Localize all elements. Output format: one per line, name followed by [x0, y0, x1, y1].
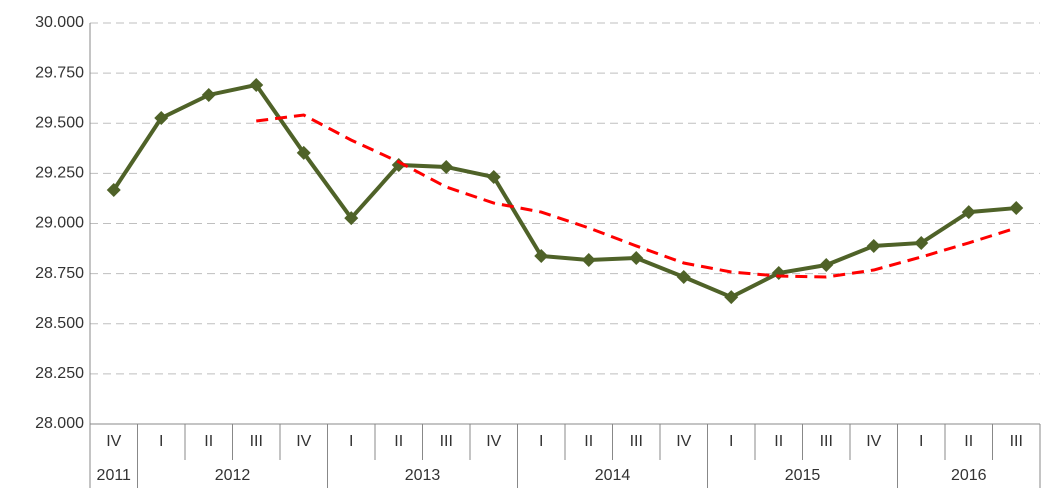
- data-point: [676, 270, 691, 285]
- x-tick-label: II: [584, 433, 593, 450]
- data-point: [581, 252, 596, 267]
- year-label: 2016: [951, 467, 987, 484]
- y-tick-label: 29.000: [35, 215, 84, 232]
- y-tick-label: 29.250: [35, 165, 84, 182]
- x-tick-label: I: [919, 433, 923, 450]
- x-tick-label: I: [349, 433, 353, 450]
- x-tick-label: IV: [676, 433, 691, 450]
- year-label: 2013: [405, 467, 441, 484]
- data-point: [629, 250, 644, 265]
- data-point: [201, 87, 216, 102]
- y-tick-label: 28.750: [35, 265, 84, 282]
- year-label: 2015: [785, 467, 821, 484]
- data-point: [724, 290, 739, 305]
- data-point: [486, 169, 501, 184]
- data-point: [249, 77, 264, 92]
- year-label: 2012: [215, 467, 251, 484]
- x-tick-label: III: [440, 433, 453, 450]
- y-tick-label: 29.750: [35, 64, 84, 81]
- x-tick-label: IV: [106, 433, 121, 450]
- year-label: 2011: [97, 467, 132, 484]
- y-tick-label: 28.500: [35, 315, 84, 332]
- data-point: [866, 238, 881, 253]
- data-point: [154, 111, 169, 126]
- x-tick-label: I: [729, 433, 733, 450]
- data-point: [296, 145, 311, 160]
- series-line: [256, 113, 1017, 279]
- data-point: [106, 183, 121, 198]
- x-tick-label: II: [394, 433, 403, 450]
- data-point: [391, 157, 406, 172]
- y-tick-label: 28.000: [35, 415, 84, 432]
- x-tick-label: IV: [486, 433, 501, 450]
- x-tick-label: III: [1010, 433, 1023, 450]
- series-line: [112, 82, 1017, 300]
- x-tick-label: III: [820, 433, 833, 450]
- data-point: [819, 258, 834, 273]
- x-tick-label: IV: [866, 433, 881, 450]
- data-point: [961, 205, 976, 220]
- data-point: [439, 159, 454, 174]
- y-tick-label: 28.250: [35, 365, 84, 382]
- x-tick-label: II: [204, 433, 213, 450]
- x-tick-label: III: [250, 433, 263, 450]
- data-point: [771, 266, 786, 281]
- x-tick-label: I: [159, 433, 163, 450]
- x-tick-label: III: [630, 433, 643, 450]
- y-tick-label: 29.500: [35, 114, 84, 131]
- x-tick-label: I: [539, 433, 543, 450]
- x-tick-label: II: [964, 433, 973, 450]
- x-tick-label: IV: [296, 433, 311, 450]
- data-point: [914, 235, 929, 250]
- data-point: [534, 248, 549, 263]
- data-point: [344, 211, 359, 226]
- y-tick-label: 30.000: [35, 14, 84, 31]
- data-point: [1009, 201, 1024, 216]
- year-label: 2014: [595, 467, 631, 484]
- x-tick-label: II: [774, 433, 783, 450]
